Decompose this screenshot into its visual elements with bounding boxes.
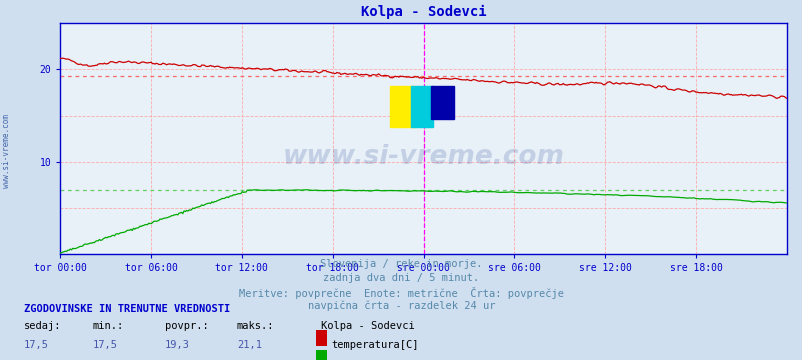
Text: Kolpa - Sodevci: Kolpa - Sodevci (321, 321, 415, 332)
Text: 21,1: 21,1 (237, 340, 261, 350)
Text: 19,3: 19,3 (164, 340, 189, 350)
Text: maks.:: maks.: (237, 321, 274, 332)
Text: sedaj:: sedaj: (24, 321, 62, 332)
Text: zadnja dva dni / 5 minut.: zadnja dva dni / 5 minut. (323, 273, 479, 283)
Bar (411, 86, 432, 127)
Text: 17,5: 17,5 (92, 340, 117, 350)
Text: www.si-vreme.com: www.si-vreme.com (282, 144, 564, 170)
Text: povpr.:: povpr.: (164, 321, 208, 332)
Text: navpična črta - razdelek 24 ur: navpična črta - razdelek 24 ur (307, 300, 495, 311)
Text: Slovenija / reke in morje.: Slovenija / reke in morje. (320, 259, 482, 269)
Text: min.:: min.: (92, 321, 124, 332)
Text: temperatura[C]: temperatura[C] (331, 340, 419, 350)
Text: ZGODOVINSKE IN TRENUTNE VREDNOSTI: ZGODOVINSKE IN TRENUTNE VREDNOSTI (24, 304, 230, 314)
Bar (390, 86, 415, 127)
Title: Kolpa - Sodevci: Kolpa - Sodevci (360, 5, 486, 19)
Text: 17,5: 17,5 (24, 340, 49, 350)
Text: Meritve: povprečne  Enote: metrične  Črta: povprečje: Meritve: povprečne Enote: metrične Črta:… (239, 287, 563, 298)
Bar (431, 86, 453, 119)
Text: www.si-vreme.com: www.si-vreme.com (2, 114, 11, 188)
